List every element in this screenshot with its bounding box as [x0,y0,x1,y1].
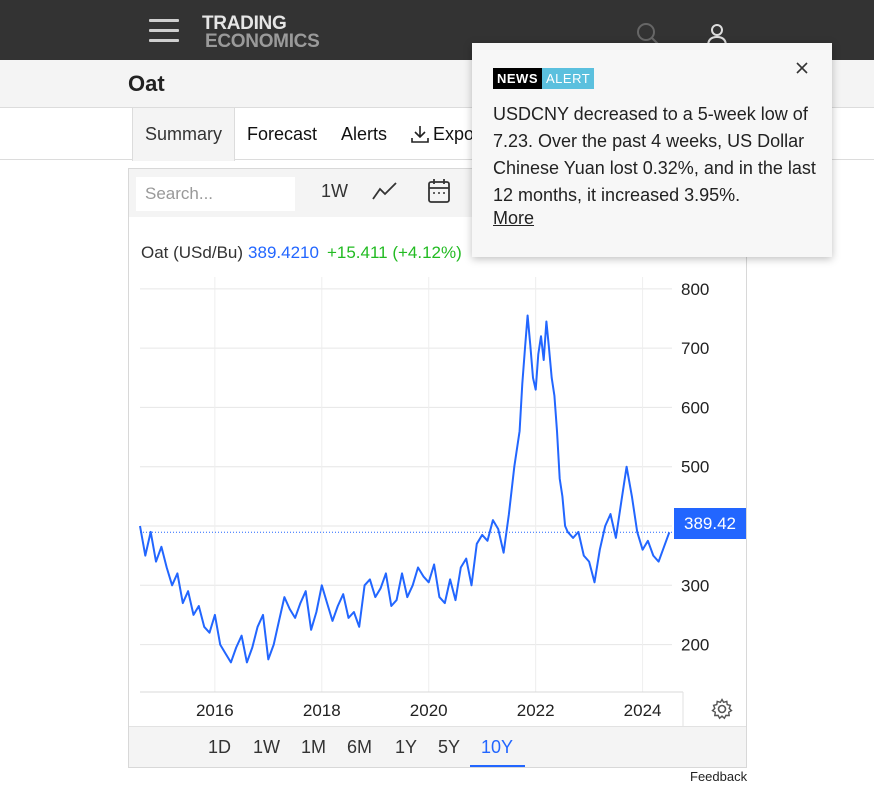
hamburger-icon[interactable] [149,19,179,43]
chart-search-input[interactable] [136,177,295,211]
tab-forecast[interactable]: Forecast [247,124,318,144]
calendar-icon[interactable] [427,178,451,209]
page-title: Oat [128,71,165,96]
logo-line-2: ECONOMICS [205,31,320,52]
x-tick-label: 2018 [303,701,341,720]
range-1m[interactable]: 1M [301,737,327,757]
user-icon[interactable] [705,22,729,53]
badge-news: NEWS [493,68,542,89]
quote-line: Oat (USd/Bu) 389.4210 +15.411 (+4.12%) [141,243,462,263]
quote-change: +15.411 (+4.12%) [326,243,462,262]
line-chart-icon[interactable] [372,180,398,207]
badge-alert: ALERT [542,68,595,89]
chart-series [139,314,674,664]
x-tick-label: 2022 [517,701,555,720]
y-tick-label: 200 [681,636,709,655]
x-tick-label: 2024 [624,701,662,720]
x-tick-label: 2016 [196,701,234,720]
tab-export[interactable]: Expo [433,124,475,144]
download-icon[interactable] [410,124,430,149]
y-tick-label: 300 [681,576,709,595]
quote-price: 389.4210 [248,243,319,262]
logo-line-1: TRADING [202,13,287,34]
tab-alerts[interactable]: Alerts [341,124,388,144]
interval-button[interactable]: 1W [321,181,348,201]
y-tick-label: 500 [681,458,709,477]
range-1w[interactable]: 1W [253,737,280,757]
quote-name: Oat (USd/Bu) [141,243,244,262]
chart-axis-labels: 2003004005006007008002016201820202022202… [196,280,709,720]
x-tick-label: 2020 [410,701,448,720]
chart-grid [140,277,684,726]
range-1y[interactable]: 1Y [395,737,418,757]
chart-card [128,168,747,768]
price-series-line [139,314,671,664]
range-selector-bar [129,726,746,767]
close-icon[interactable] [794,60,810,81]
alert-message: USDCNY decreased to a 5-week low of 7.23… [493,104,816,205]
alert-more-link[interactable]: More [493,208,535,228]
range-active-underline [470,765,525,767]
y-tick-label: 800 [681,280,709,299]
news-alert-badge: NEWS ALERT [493,68,595,89]
range-10y[interactable]: 10Y [481,737,514,757]
range-5y[interactable]: 5Y [438,737,461,757]
range-6m[interactable]: 6M [347,737,373,757]
tab-summary[interactable]: Summary [132,108,235,161]
range-1d[interactable]: 1D [208,737,232,757]
gear-icon[interactable] [711,698,733,725]
y-tick-label: 600 [681,398,709,417]
current-price-tag: 389.42 [674,508,746,539]
feedback-link[interactable]: Feedback [690,769,748,784]
y-tick-label: 700 [681,339,709,358]
trading-economics-logo[interactable]: TRADING ECONOMICS [202,13,320,52]
